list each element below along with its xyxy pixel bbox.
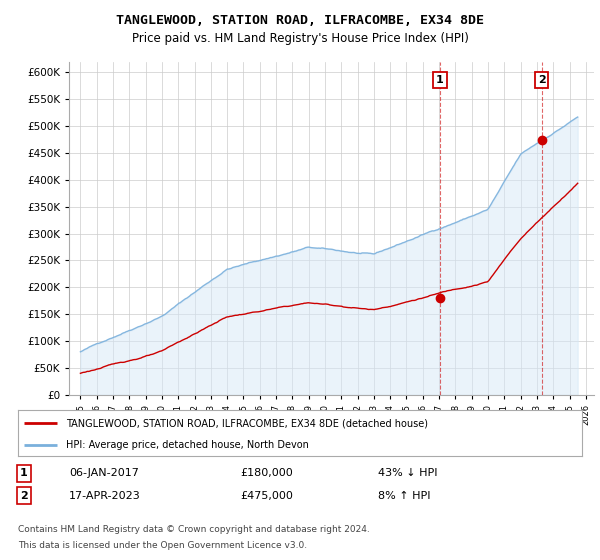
Text: 06-JAN-2017: 06-JAN-2017	[69, 468, 139, 478]
Text: 17-APR-2023: 17-APR-2023	[69, 491, 141, 501]
Text: TANGLEWOOD, STATION ROAD, ILFRACOMBE, EX34 8DE (detached house): TANGLEWOOD, STATION ROAD, ILFRACOMBE, EX…	[66, 418, 428, 428]
Text: This data is licensed under the Open Government Licence v3.0.: This data is licensed under the Open Gov…	[18, 542, 307, 550]
Text: 43% ↓ HPI: 43% ↓ HPI	[378, 468, 437, 478]
Text: 1: 1	[436, 75, 444, 85]
Text: TANGLEWOOD, STATION ROAD, ILFRACOMBE, EX34 8DE: TANGLEWOOD, STATION ROAD, ILFRACOMBE, EX…	[116, 14, 484, 27]
Text: 1: 1	[20, 468, 28, 478]
Text: 8% ↑ HPI: 8% ↑ HPI	[378, 491, 431, 501]
Text: Price paid vs. HM Land Registry's House Price Index (HPI): Price paid vs. HM Land Registry's House …	[131, 32, 469, 45]
Text: £475,000: £475,000	[240, 491, 293, 501]
Text: HPI: Average price, detached house, North Devon: HPI: Average price, detached house, Nort…	[66, 440, 309, 450]
Text: 2: 2	[538, 75, 546, 85]
Text: Contains HM Land Registry data © Crown copyright and database right 2024.: Contains HM Land Registry data © Crown c…	[18, 525, 370, 534]
Text: £180,000: £180,000	[240, 468, 293, 478]
Text: 2: 2	[20, 491, 28, 501]
